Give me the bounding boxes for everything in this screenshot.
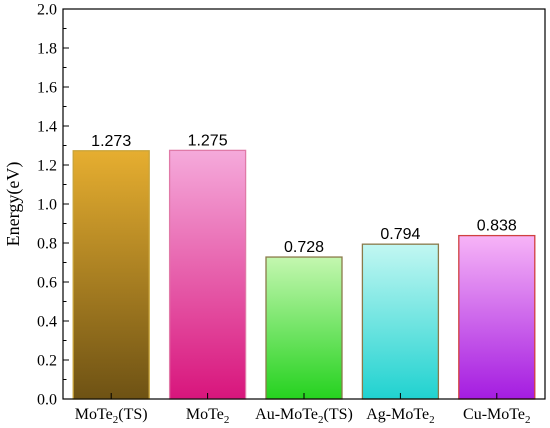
- bar-value-label: 0.838: [477, 218, 517, 235]
- bar-value-label: 1.275: [188, 132, 228, 149]
- x-label-base: Au-MoTe: [255, 406, 318, 423]
- y-tick-label: 0.6: [37, 275, 57, 292]
- bar: [168, 149, 247, 400]
- y-tick-label: 0.2: [37, 353, 57, 370]
- y-tick-label: 1.2: [37, 158, 57, 175]
- y-tick-label: 0.4: [37, 314, 57, 331]
- bar-value-label: 1.273: [91, 133, 131, 150]
- x-label-base: MoTe: [75, 406, 113, 423]
- bar: [72, 150, 150, 400]
- x-label-base: Cu-MoTe: [463, 406, 525, 423]
- x-label-subscript: 2: [224, 414, 230, 426]
- x-axis: MoTe2(TS) MoTe2 Au-MoTe2(TS) Ag-MoTe2 Cu-MoT…: [75, 393, 531, 426]
- x-tick-label: MoTe2(TS): [75, 406, 148, 426]
- bar-value-label: 0.728: [284, 239, 324, 256]
- y-axis-title: Energy(eV): [3, 162, 24, 247]
- bar: [458, 234, 536, 400]
- x-tick-label: MoTe2: [186, 406, 229, 426]
- y-tick-label: 1.8: [37, 41, 57, 58]
- bars-group: [72, 149, 536, 400]
- x-label-subscript: 2: [429, 414, 435, 426]
- x-label-base: Ag-MoTe: [366, 406, 429, 423]
- value-labels-group: 1.273 1.275 0.728 0.794 0.838: [91, 132, 517, 256]
- y-axis: 0.0 0.2 0.4 0.6 0.8 1.0 1.2 1.4 1.6 1.8 2.0: [37, 2, 69, 409]
- x-label-subscript: 2: [113, 414, 119, 426]
- x-tick-label: Cu-MoTe2: [463, 406, 530, 426]
- bar: [265, 256, 343, 400]
- y-tick-label: 1.0: [37, 197, 57, 214]
- y-tick-label: 1.4: [37, 119, 57, 136]
- x-label-tail: (TS): [118, 406, 147, 423]
- y-tick-label: 1.6: [37, 80, 57, 97]
- x-label-subscript: 2: [525, 414, 531, 426]
- y-tick-label: 0.8: [37, 236, 57, 253]
- x-tick-label: Ag-MoTe2: [366, 406, 434, 426]
- x-label-subscript: 2: [318, 414, 324, 426]
- bar-value-label: 0.794: [380, 226, 420, 243]
- x-tick-label: Au-MoTe2(TS): [255, 406, 353, 426]
- x-label-tail: (TS): [324, 406, 353, 423]
- bar: [361, 243, 440, 400]
- x-label-base: MoTe: [186, 406, 224, 423]
- y-tick-label: 0.0: [37, 392, 57, 409]
- y-tick-label: 2.0: [37, 2, 57, 19]
